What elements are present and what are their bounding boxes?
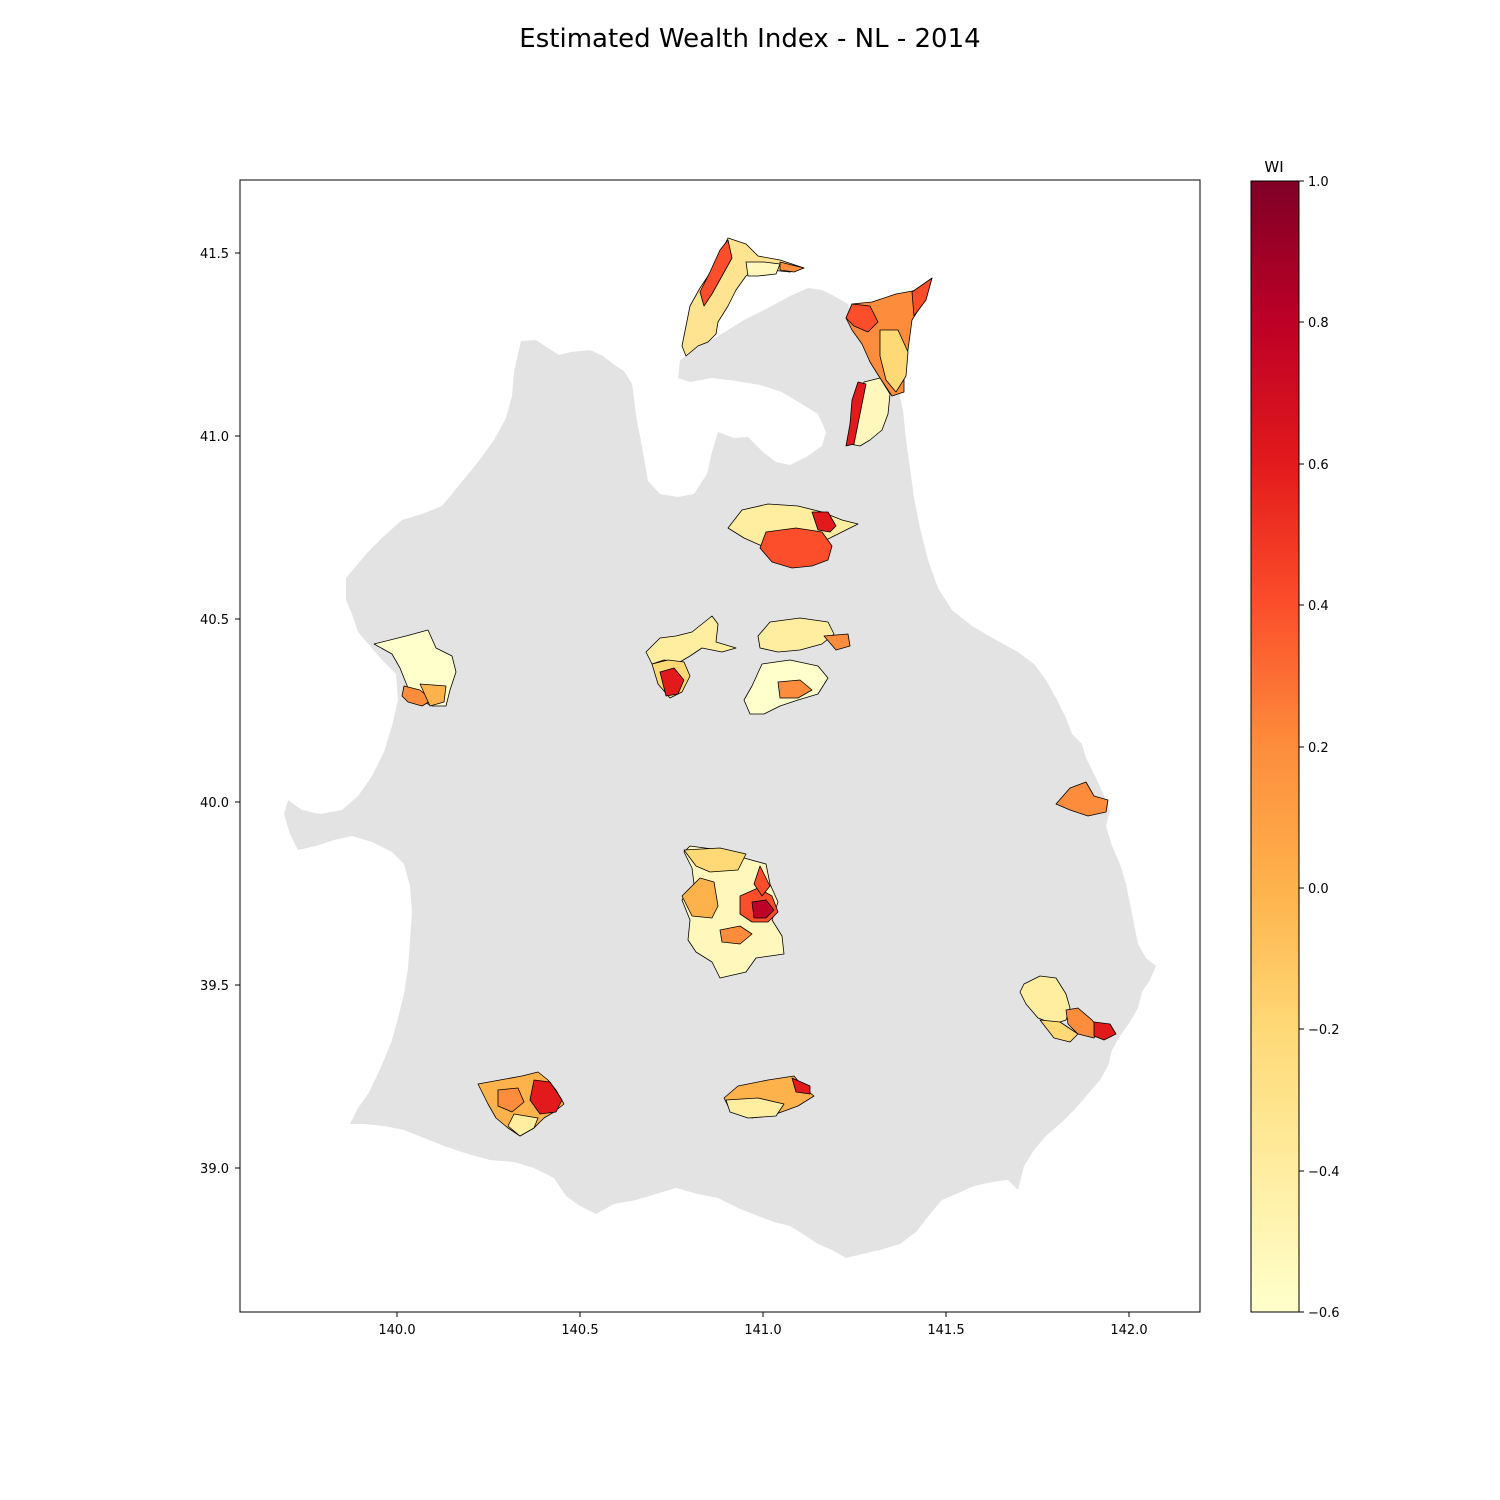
x-axis: 140.0 140.5 141.0 141.5 142.0 bbox=[378, 1312, 1148, 1338]
colorbar-tick-label: 0.8 bbox=[1308, 316, 1329, 331]
region-towada-east bbox=[823, 633, 851, 651]
region-westcoast-mid bbox=[419, 683, 447, 707]
colorbar: WI 1.0 0.8 0.6 0.4 0.2 0.0 −0.2 −0.4 −0.… bbox=[1250, 158, 1340, 1321]
colorbar-tick-label: −0.6 bbox=[1308, 1306, 1340, 1321]
region-kuji bbox=[1055, 781, 1109, 817]
colorbar-tick-label: 0.4 bbox=[1308, 599, 1329, 614]
land-base bbox=[284, 288, 1156, 1258]
x-tick-label: 140.0 bbox=[378, 1323, 415, 1338]
region-morioka-core bbox=[751, 899, 775, 919]
region-towada-north bbox=[757, 617, 835, 653]
region-hirosaki-red bbox=[659, 667, 685, 697]
region-westcoast-south bbox=[401, 685, 433, 707]
region-central-big bbox=[759, 527, 833, 569]
map-axes-frame bbox=[239, 179, 1201, 1313]
region-towada-south-mid bbox=[777, 679, 813, 699]
y-tick-label: 40.0 bbox=[200, 796, 229, 811]
region-se bbox=[1019, 975, 1071, 1025]
region-south-central-pale bbox=[725, 1097, 785, 1119]
region-sw-red bbox=[529, 1079, 563, 1115]
region-se-red bbox=[1093, 1021, 1117, 1041]
colorbar-tick-label: 1.0 bbox=[1308, 175, 1329, 190]
region-se-pale bbox=[1039, 1019, 1079, 1043]
colorbar-tick-label: −0.2 bbox=[1308, 1023, 1340, 1038]
region-shimokita-east-north bbox=[911, 277, 933, 317]
y-tick-label: 41.5 bbox=[200, 247, 229, 262]
region-shimokita-east-strip bbox=[879, 329, 909, 393]
colorbar-tick-label: 0.2 bbox=[1308, 741, 1329, 756]
colorbar-tick-label: −0.4 bbox=[1308, 1165, 1340, 1180]
region-sw-pale bbox=[507, 1113, 539, 1137]
colorbar-ticks: 1.0 0.8 0.6 0.4 0.2 0.0 −0.2 −0.4 −0.6 bbox=[1299, 175, 1340, 1321]
region-morioka-west bbox=[681, 877, 719, 919]
colorbar-gradient bbox=[1250, 180, 1300, 1313]
region-shimokita-nw-east bbox=[779, 261, 805, 273]
x-tick-label: 142.0 bbox=[1110, 1323, 1147, 1338]
colorbar-tick-label: 0.6 bbox=[1308, 458, 1329, 473]
region-south-central-red bbox=[791, 1077, 811, 1095]
region-shimokita-nw-coast bbox=[699, 239, 733, 307]
y-tick-label: 39.5 bbox=[200, 979, 229, 994]
chart-title: Estimated Wealth Index - NL - 2014 bbox=[519, 24, 981, 54]
region-morioka-north bbox=[683, 847, 747, 873]
region-hirosaki-north bbox=[645, 615, 737, 665]
region-sw-orange bbox=[497, 1087, 525, 1113]
colorbar-title: WI bbox=[1264, 158, 1283, 176]
y-tick-label: 40.5 bbox=[200, 613, 229, 628]
region-morioka-sw bbox=[719, 925, 753, 945]
y-tick-label: 39.0 bbox=[200, 1162, 229, 1177]
region-shimokita-west-lobe bbox=[845, 303, 879, 333]
region-central-small bbox=[811, 511, 837, 533]
region-morioka-ne bbox=[753, 865, 771, 897]
x-tick-label: 141.5 bbox=[927, 1323, 964, 1338]
y-tick-label: 41.0 bbox=[200, 430, 229, 445]
region-mutsu-coast-red bbox=[845, 381, 867, 447]
x-tick-label: 140.5 bbox=[561, 1323, 598, 1338]
region-shimokita-nw-mid bbox=[745, 261, 781, 277]
colorbar-tick-label: 0.0 bbox=[1308, 882, 1329, 897]
y-axis: 41.5 41.0 40.5 40.0 39.5 39.0 bbox=[200, 247, 240, 1177]
x-tick-label: 141.0 bbox=[744, 1323, 781, 1338]
